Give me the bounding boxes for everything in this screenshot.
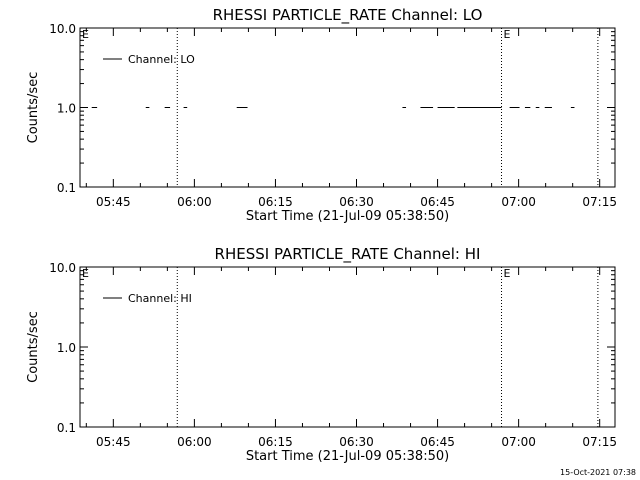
x-tick-label: 06:30	[339, 435, 374, 449]
legend-label: Channel: HI	[128, 292, 192, 305]
y-tick-label: 1.0	[57, 102, 76, 116]
y-axis-label-1: Counts/sec	[26, 72, 41, 144]
x-tick-label: 06:45	[420, 435, 455, 449]
y-tick-label: 0.1	[57, 421, 76, 435]
x-tick-label: 06:00	[177, 435, 212, 449]
event-marker-label: E	[504, 267, 511, 280]
event-marker-label: E	[504, 28, 511, 41]
event-marker-label: E	[82, 28, 89, 41]
x-tick-label: 07:00	[501, 195, 536, 209]
x-tick-label: 07:00	[501, 435, 536, 449]
x-tick-label: 06:30	[339, 195, 374, 209]
footer-timestamp: 15-Oct-2021 07:38	[560, 468, 636, 477]
x-tick-label: 06:15	[258, 195, 293, 209]
chart-title-1: RHESSI PARTICLE_RATE Channel: LO	[213, 6, 483, 25]
chart-title-2: RHESSI PARTICLE_RATE Channel: HI	[215, 245, 481, 264]
x-tick-label: 07:15	[582, 435, 617, 449]
x-tick-label: 05:45	[96, 195, 131, 209]
x-tick-label: 06:45	[420, 195, 455, 209]
x-axis-label-2: Start Time (21-Jul-09 05:38:50)	[246, 449, 449, 464]
legend-label: Channel: LO	[128, 53, 195, 66]
x-tick-label: 05:45	[96, 435, 131, 449]
x-tick-label: 06:15	[258, 435, 293, 449]
y-axis-label-2: Counts/sec	[26, 311, 41, 383]
x-axis-label-1: Start Time (21-Jul-09 05:38:50)	[246, 209, 449, 224]
y-tick-label: 10.0	[49, 261, 76, 275]
plot-frame-2	[79, 266, 616, 428]
y-tick-label: 0.1	[57, 181, 76, 195]
event-marker-label: E	[82, 267, 89, 280]
x-tick-label: 07:15	[582, 195, 617, 209]
x-tick-label: 06:00	[177, 195, 212, 209]
y-tick-label: 10.0	[49, 22, 76, 36]
plot-frame-1	[79, 27, 616, 188]
y-tick-label: 1.0	[57, 341, 76, 355]
